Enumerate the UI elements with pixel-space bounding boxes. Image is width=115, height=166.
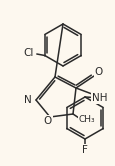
Text: F: F bbox=[81, 145, 87, 155]
Text: O: O bbox=[94, 67, 102, 77]
Text: Cl: Cl bbox=[23, 47, 34, 57]
Text: O: O bbox=[43, 116, 52, 126]
Text: NH: NH bbox=[91, 93, 107, 103]
Text: N: N bbox=[24, 95, 32, 105]
Text: CH₃: CH₃ bbox=[78, 115, 95, 124]
